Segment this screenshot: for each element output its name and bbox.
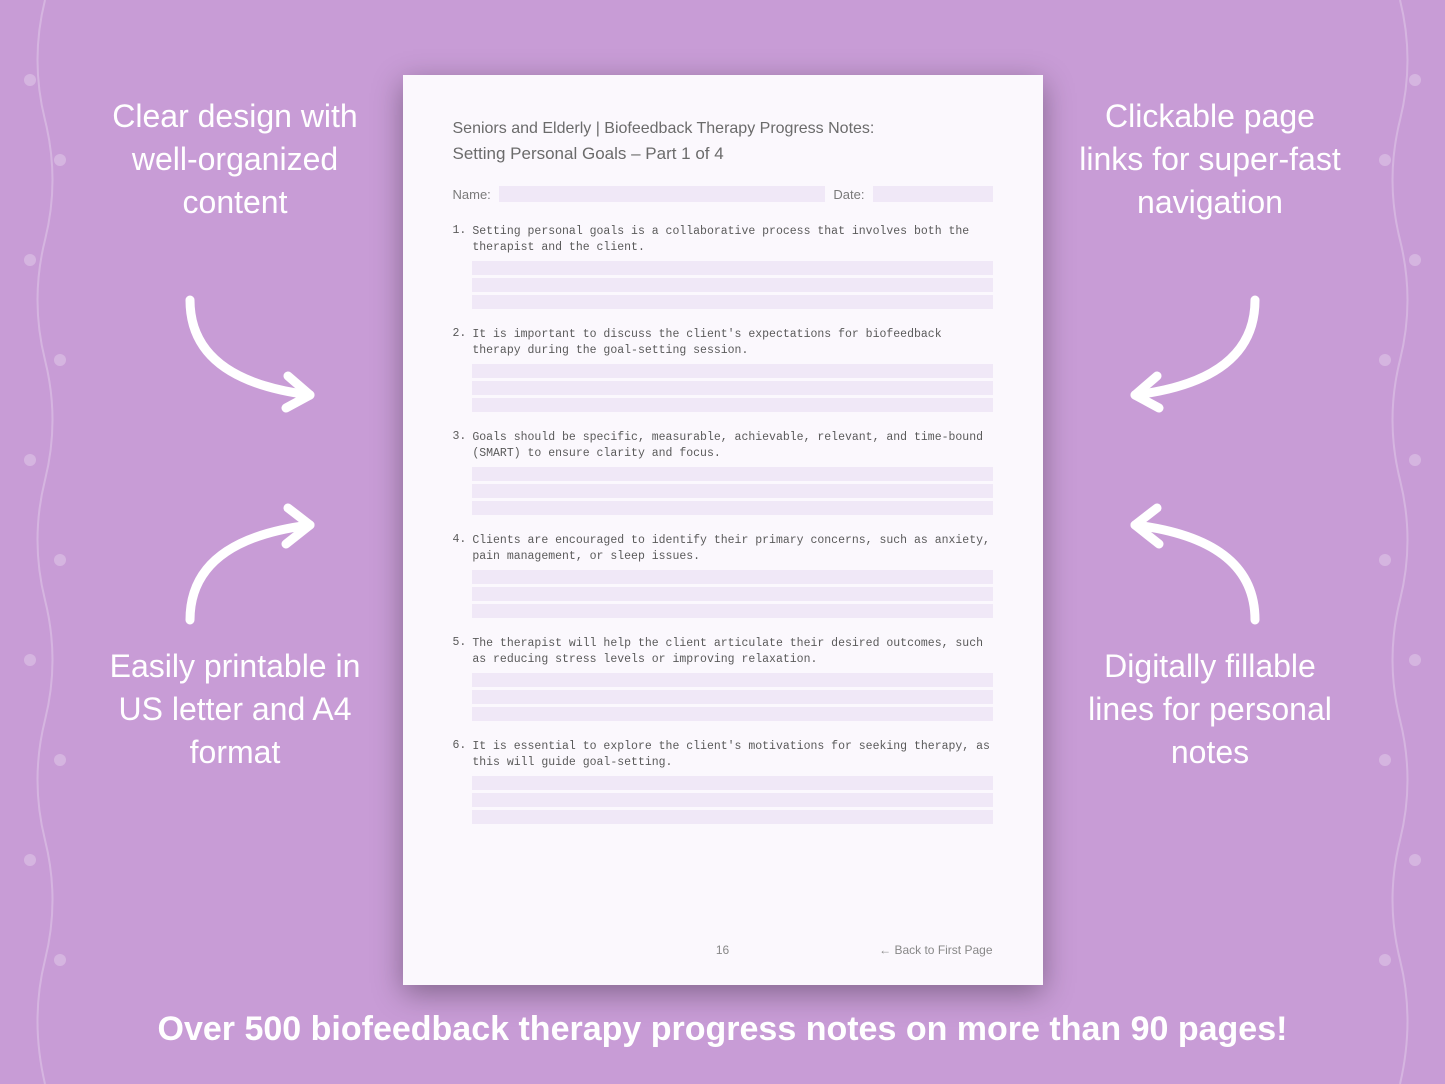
document-page: Seniors and Elderly | Biofeedback Therap… — [403, 75, 1043, 985]
callout-bottom-left: Easily printable in US letter and A4 for… — [95, 645, 375, 775]
note-lines — [472, 467, 992, 515]
note-line[interactable] — [472, 570, 992, 584]
floral-border-left — [0, 0, 90, 1084]
note-line[interactable] — [472, 587, 992, 601]
note-line[interactable] — [472, 690, 992, 704]
note-lines — [472, 261, 992, 309]
item-text: It is important to discuss the client's … — [472, 327, 992, 358]
callout-top-left: Clear design with well-organized content — [95, 95, 375, 225]
list-item: 3.Goals should be specific, measurable, … — [453, 430, 993, 515]
note-line[interactable] — [472, 467, 992, 481]
item-number: 1. — [453, 224, 467, 309]
floral-border-right — [1355, 0, 1445, 1084]
item-body: Setting personal goals is a collaborativ… — [472, 224, 992, 309]
note-line[interactable] — [472, 261, 992, 275]
note-line[interactable] — [472, 364, 992, 378]
date-field[interactable] — [873, 186, 993, 202]
note-line[interactable] — [472, 295, 992, 309]
note-line[interactable] — [472, 501, 992, 515]
item-text: Setting personal goals is a collaborativ… — [472, 224, 992, 255]
arrow-bottom-left-icon — [170, 500, 350, 630]
back-to-first-link[interactable]: ← Back to First Page — [879, 943, 992, 957]
note-lines — [472, 364, 992, 412]
item-number: 5. — [453, 636, 467, 721]
note-line[interactable] — [472, 381, 992, 395]
item-number: 2. — [453, 327, 467, 412]
name-field[interactable] — [499, 186, 826, 202]
name-date-row: Name: Date: — [453, 186, 993, 202]
item-text: Clients are encouraged to identify their… — [472, 533, 992, 564]
note-line[interactable] — [472, 810, 992, 824]
list-item: 1.Setting personal goals is a collaborat… — [453, 224, 993, 309]
item-body: Clients are encouraged to identify their… — [472, 533, 992, 618]
item-text: Goals should be specific, measurable, ac… — [472, 430, 992, 461]
note-line[interactable] — [472, 604, 992, 618]
note-line[interactable] — [472, 776, 992, 790]
item-number: 3. — [453, 430, 467, 515]
bottom-banner: Over 500 biofeedback therapy progress no… — [0, 1010, 1445, 1049]
page-number: 16 — [716, 943, 729, 957]
list-item: 2.It is important to discuss the client'… — [453, 327, 993, 412]
arrow-top-left-icon — [170, 290, 350, 420]
note-lines — [472, 673, 992, 721]
list-item: 4.Clients are encouraged to identify the… — [453, 533, 993, 618]
note-line[interactable] — [472, 278, 992, 292]
note-line[interactable] — [472, 707, 992, 721]
item-text: It is essential to explore the client's … — [472, 739, 992, 770]
arrow-bottom-right-icon — [1095, 500, 1275, 630]
item-body: It is important to discuss the client's … — [472, 327, 992, 412]
note-line[interactable] — [472, 484, 992, 498]
note-line[interactable] — [472, 793, 992, 807]
list-item: 6.It is essential to explore the client'… — [453, 739, 993, 824]
note-line[interactable] — [472, 398, 992, 412]
item-body: The therapist will help the client artic… — [472, 636, 992, 721]
items-list: 1.Setting personal goals is a collaborat… — [453, 224, 993, 824]
item-body: Goals should be specific, measurable, ac… — [472, 430, 992, 515]
item-body: It is essential to explore the client's … — [472, 739, 992, 824]
item-number: 4. — [453, 533, 467, 618]
callout-bottom-right: Digitally fillable lines for personal no… — [1070, 645, 1350, 775]
doc-title-line2: Setting Personal Goals – Part 1 of 4 — [453, 144, 993, 164]
page-footer: 16 ← Back to First Page — [453, 943, 993, 957]
item-number: 6. — [453, 739, 467, 824]
date-label: Date: — [833, 187, 864, 202]
doc-title-line1: Seniors and Elderly | Biofeedback Therap… — [453, 120, 993, 138]
note-line[interactable] — [472, 673, 992, 687]
item-text: The therapist will help the client artic… — [472, 636, 992, 667]
arrow-top-right-icon — [1095, 290, 1275, 420]
list-item: 5.The therapist will help the client art… — [453, 636, 993, 721]
name-label: Name: — [453, 187, 491, 202]
callout-top-right: Clickable page links for super-fast navi… — [1070, 95, 1350, 225]
note-lines — [472, 570, 992, 618]
note-lines — [472, 776, 992, 824]
